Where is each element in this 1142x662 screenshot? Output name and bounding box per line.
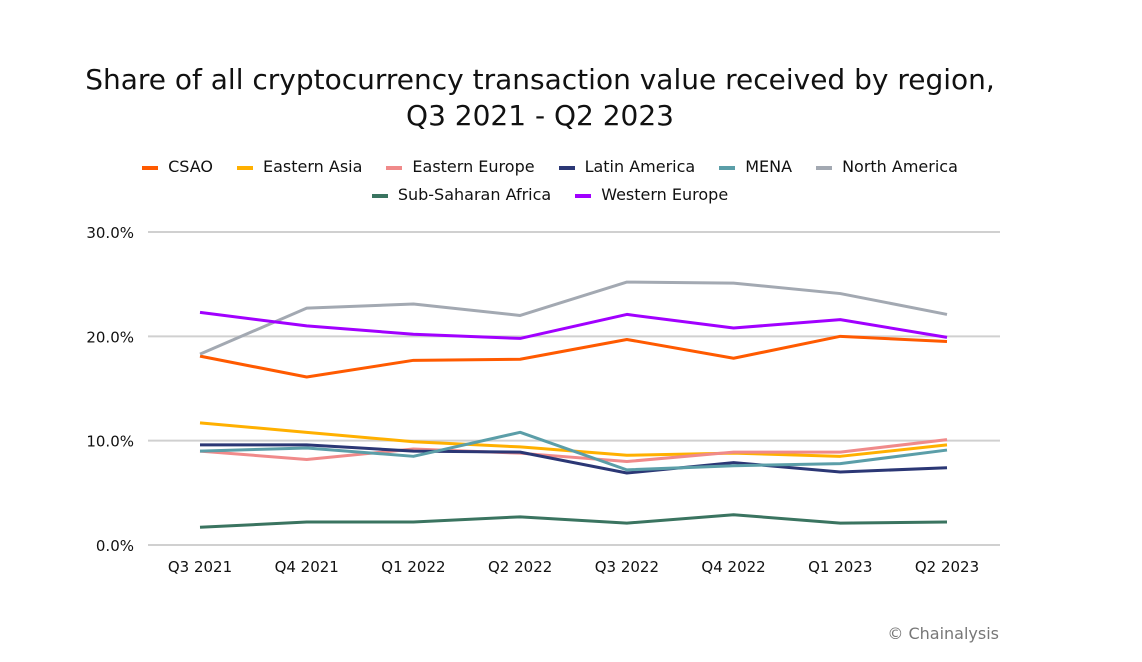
chart-subtitle: Q3 2021 - Q2 2023 bbox=[406, 99, 674, 132]
chart-title: Share of all cryptocurrency transaction … bbox=[0, 62, 1080, 134]
legend-swatch bbox=[236, 165, 253, 170]
legend-swatch bbox=[816, 165, 833, 170]
legend-label: Western Europe bbox=[601, 185, 729, 204]
legend: CSAO Eastern Asia Eastern Europe Latin Amer… bbox=[60, 153, 1040, 209]
series-line-north-america bbox=[199, 280, 948, 356]
legend-item: Sub-Saharan Africa bbox=[371, 181, 552, 209]
legend-swatch bbox=[142, 165, 159, 170]
legend-item: Latin America bbox=[558, 153, 696, 181]
credit: © Chainalysis bbox=[887, 624, 999, 643]
y-tick-label: 20.0% bbox=[86, 328, 134, 346]
legend-label: North America bbox=[842, 157, 958, 176]
y-tick-label: 30.0% bbox=[86, 224, 134, 242]
legend-swatch bbox=[371, 193, 388, 198]
legend-label: Eastern Asia bbox=[262, 157, 363, 176]
legend-item: CSAO bbox=[142, 153, 213, 181]
series-line-sub-saharan-africa bbox=[199, 513, 948, 529]
series-line-csao bbox=[199, 334, 948, 379]
x-tick-label: Q2 2022 bbox=[488, 558, 552, 576]
legend-label: MENA bbox=[745, 157, 793, 176]
legend-swatch bbox=[558, 165, 575, 170]
x-tick-label: Q2 2023 bbox=[915, 558, 979, 576]
legend-item: Western Europe bbox=[575, 181, 728, 209]
legend-item: Eastern Asia bbox=[236, 153, 363, 181]
x-tick-label: Q1 2023 bbox=[808, 558, 872, 576]
series-line-western-europe bbox=[199, 310, 948, 340]
legend-swatch bbox=[386, 165, 403, 170]
legend-label: Latin America bbox=[584, 157, 696, 176]
legend-swatch bbox=[719, 165, 736, 170]
series-line-mena bbox=[199, 430, 948, 472]
legend-item: MENA bbox=[719, 153, 792, 181]
x-tick-label: Q4 2022 bbox=[701, 558, 765, 576]
chart-title-line1: Share of all cryptocurrency transaction … bbox=[85, 63, 995, 96]
legend-label: Sub-Saharan Africa bbox=[397, 185, 552, 204]
legend-item: Eastern Europe bbox=[386, 153, 535, 181]
x-tick-label: Q4 2021 bbox=[275, 558, 339, 576]
y-tick-label: 0.0% bbox=[96, 537, 134, 555]
y-tick-label: 10.0% bbox=[86, 433, 134, 451]
legend-label: Eastern Europe bbox=[412, 157, 535, 176]
series-line-latin-america bbox=[200, 443, 948, 475]
series-line-eastern-europe bbox=[199, 438, 948, 464]
x-tick-label: Q3 2021 bbox=[168, 558, 232, 576]
legend-item: North America bbox=[816, 153, 958, 181]
legend-label: CSAO bbox=[168, 157, 213, 176]
x-tick-label: Q1 2022 bbox=[381, 558, 445, 576]
x-tick-label: Q3 2022 bbox=[595, 558, 659, 576]
legend-swatch bbox=[575, 193, 592, 198]
